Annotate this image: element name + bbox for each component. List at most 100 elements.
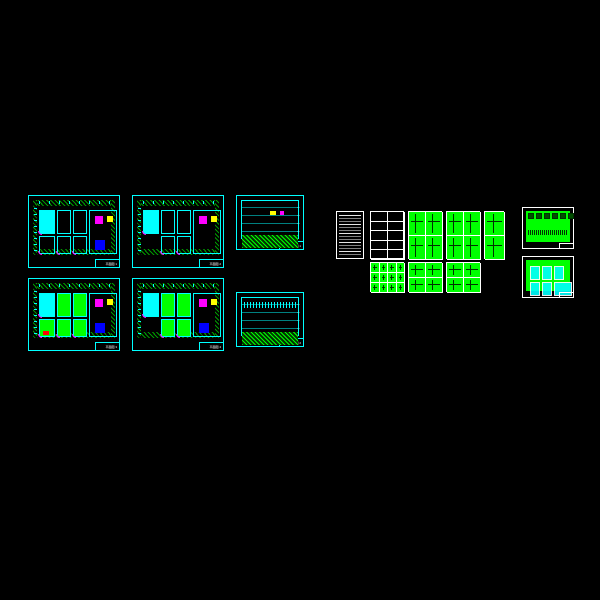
room	[73, 236, 87, 254]
cell	[371, 273, 380, 283]
sheet-title: 平面图 4	[209, 345, 221, 349]
room	[57, 293, 71, 317]
detail-sheet-2	[408, 211, 442, 259]
symbol	[199, 299, 207, 307]
room	[177, 210, 191, 234]
room	[177, 293, 191, 317]
ref-room	[542, 266, 552, 280]
room	[161, 293, 175, 317]
cell	[409, 278, 426, 293]
titleblock: 平面图 1	[95, 259, 119, 267]
cell	[388, 222, 405, 232]
cell	[371, 222, 388, 232]
ground-hatch	[242, 235, 298, 248]
room	[161, 236, 175, 254]
cell	[426, 278, 443, 293]
symbol	[211, 216, 217, 222]
cell	[388, 273, 397, 283]
floorplan	[137, 200, 219, 255]
cell	[397, 263, 406, 273]
accent-mark	[280, 211, 284, 215]
ref-interior	[526, 211, 570, 242]
detail-sheet-3	[408, 262, 442, 292]
cell	[464, 236, 481, 260]
room	[73, 293, 87, 317]
symbol	[199, 216, 207, 224]
cell	[485, 212, 505, 236]
room	[39, 236, 55, 254]
titleblock: 平面图 3	[95, 342, 119, 350]
floorplan	[137, 283, 219, 338]
cell	[371, 250, 388, 260]
cell	[388, 250, 405, 260]
detail-sheet-5	[446, 262, 480, 292]
cell	[426, 236, 443, 260]
accent-mark	[270, 211, 276, 215]
room	[73, 319, 87, 337]
cell	[371, 212, 388, 222]
cad-canvas: 平面图 1 平面图 2 平面图 3 平面图 4 立面图 1———— 立面图 2————	[0, 0, 600, 600]
symbol	[43, 331, 49, 335]
cad-sheet-plan-3: 平面图 3	[28, 278, 120, 351]
room	[57, 319, 71, 337]
cell	[447, 278, 464, 293]
ref-interior	[526, 260, 570, 291]
titleblock: 平面图 4	[199, 342, 223, 350]
elevation: ————	[241, 297, 299, 336]
cell	[464, 278, 481, 293]
symbol	[107, 299, 113, 305]
ground-hatch	[242, 332, 298, 345]
room	[177, 236, 191, 254]
floorplan	[33, 283, 115, 338]
cad-sheet-plan-2: 平面图 2	[132, 195, 224, 268]
cell	[371, 263, 380, 273]
cell	[409, 263, 426, 278]
cell	[388, 241, 405, 251]
cell	[397, 283, 406, 293]
cad-sheet-plan-1: 平面图 1	[28, 195, 120, 268]
cell	[447, 263, 464, 278]
cell	[409, 212, 426, 236]
symbol	[199, 323, 209, 333]
room	[57, 236, 71, 254]
cell	[380, 283, 389, 293]
symbol	[95, 299, 103, 307]
reference-ref-plan-1	[522, 207, 574, 249]
cad-sheet-plan-4: 平面图 4	[132, 278, 224, 351]
room	[177, 319, 191, 337]
cell	[447, 212, 464, 236]
reference-ref-plan-2	[522, 256, 574, 298]
room	[143, 293, 159, 317]
ref-room	[530, 266, 540, 280]
room	[161, 210, 175, 234]
sheet-title: 平面图 3	[105, 345, 117, 349]
ref-room	[554, 266, 564, 280]
ref-room	[530, 282, 540, 296]
floorplan	[33, 200, 115, 255]
cell	[409, 236, 426, 260]
cell	[447, 236, 464, 260]
sheet-title: 平面图 1	[105, 262, 117, 266]
symbol	[95, 323, 105, 333]
cell	[371, 283, 380, 293]
ref-room	[542, 282, 552, 296]
cad-sheet-elev-1: 立面图 1————	[236, 195, 304, 250]
cell	[380, 263, 389, 273]
cell	[388, 283, 397, 293]
cad-sheet-elev-2: 立面图 2————	[236, 292, 304, 347]
dotted-band	[244, 302, 296, 308]
cell	[485, 236, 505, 260]
cell	[380, 273, 389, 283]
symbol	[211, 299, 217, 305]
cell	[426, 263, 443, 278]
cell	[388, 212, 405, 222]
titleblock: 平面图 2	[199, 259, 223, 267]
room	[143, 210, 159, 234]
cell	[371, 231, 388, 241]
cell	[388, 263, 397, 273]
detail-sheet-6	[484, 211, 504, 259]
room	[57, 210, 71, 234]
room	[161, 319, 175, 337]
cell	[388, 231, 405, 241]
cell	[426, 212, 443, 236]
